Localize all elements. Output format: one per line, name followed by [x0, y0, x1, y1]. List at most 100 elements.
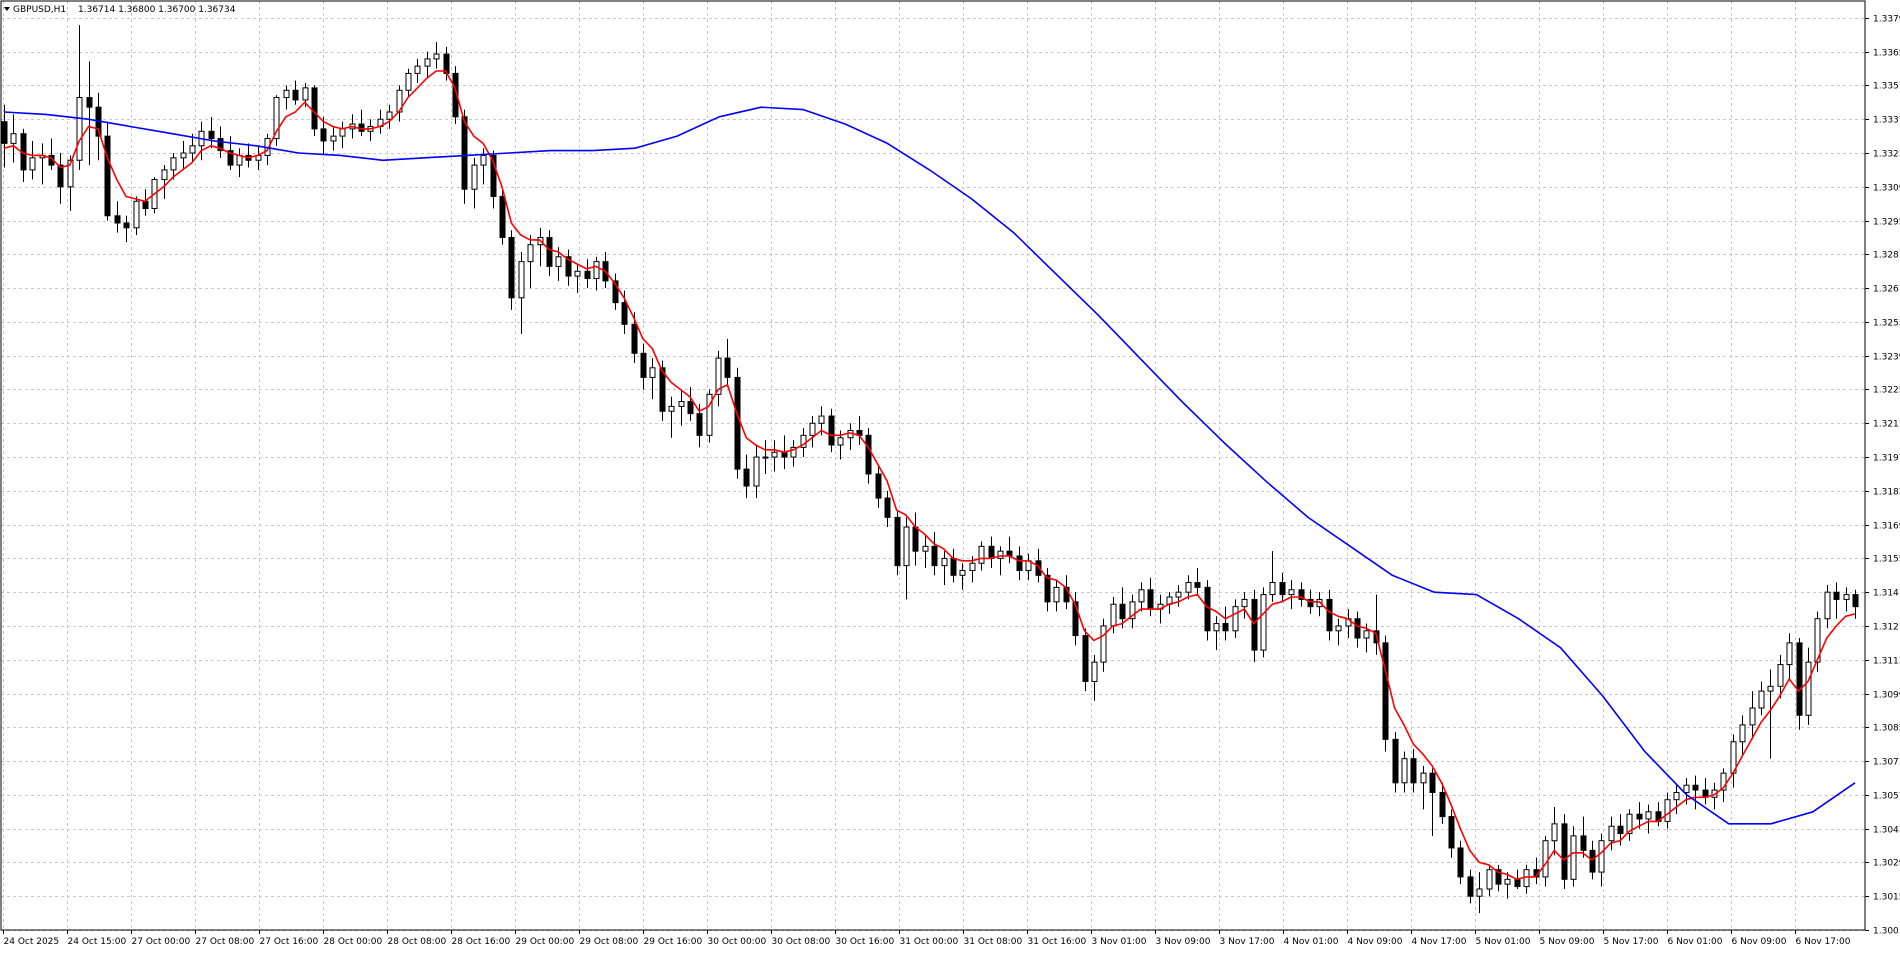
- candle-bull: [1486, 869, 1493, 890]
- x-tick-label: 6 Nov 01:00: [1668, 937, 1723, 947]
- candle-bear: [1692, 784, 1699, 791]
- candle-bull: [922, 545, 929, 552]
- candle-bull: [405, 72, 412, 91]
- candle-bull: [133, 200, 140, 229]
- candle-bear: [292, 89, 299, 101]
- candle-bull: [1232, 606, 1239, 632]
- candle-bear: [1251, 598, 1258, 651]
- x-tick-label: 4 Nov 01:00: [1284, 937, 1339, 947]
- candle-bear: [1589, 849, 1596, 873]
- candle-bear: [358, 123, 365, 132]
- candle-bull: [1523, 869, 1530, 888]
- candle-bull: [997, 550, 1004, 559]
- candle-bull: [1645, 811, 1652, 820]
- candle-bull: [1269, 582, 1276, 596]
- y-tick-label: 1.32110: [1873, 420, 1900, 430]
- fast-ma-line: [3, 70, 1856, 881]
- candle-bull: [969, 562, 976, 571]
- y-tick-label: 1.31130: [1873, 657, 1900, 667]
- candle-bear: [490, 154, 497, 197]
- candle-bear: [1392, 738, 1399, 784]
- candle-bear: [631, 323, 638, 354]
- candle-bear: [227, 150, 234, 166]
- candle-bear: [1147, 589, 1154, 610]
- candle-bear: [1495, 869, 1502, 885]
- chevron-down-icon[interactable]: [4, 7, 10, 11]
- y-tick-label: 1.30290: [1873, 859, 1900, 869]
- candle-bull: [1720, 772, 1727, 791]
- candle-bull: [1843, 594, 1850, 600]
- candle-bear: [452, 72, 459, 118]
- candle-bull: [283, 89, 290, 99]
- candle-bear: [1072, 601, 1079, 637]
- candle-bull: [1805, 661, 1812, 716]
- candle-bear: [508, 236, 515, 299]
- y-tick-label: 1.31550: [1873, 555, 1900, 565]
- candle-bull: [1626, 813, 1633, 834]
- candle-bear: [1467, 876, 1474, 897]
- candle-bear: [104, 135, 111, 217]
- x-tick-label: 24 Oct 15:00: [68, 937, 127, 947]
- candle-bull: [1138, 589, 1145, 603]
- candle-bear: [1439, 791, 1446, 818]
- candle-bull: [76, 97, 83, 161]
- candle-bear: [659, 367, 666, 412]
- candle-bull: [1749, 707, 1756, 726]
- candle-bull: [330, 135, 337, 142]
- y-tick-label: 1.30430: [1873, 826, 1900, 836]
- candle-bear: [311, 87, 318, 130]
- y-tick-label: 1.30570: [1873, 792, 1900, 802]
- candle-bull: [555, 256, 562, 267]
- candle-bear: [734, 376, 741, 470]
- candle-bull: [1335, 625, 1342, 632]
- candle-bull: [809, 422, 816, 436]
- candle-bear: [1617, 825, 1624, 834]
- candle-bull: [800, 434, 807, 448]
- y-tick-label: 1.30850: [1873, 724, 1900, 734]
- candle-bull: [1777, 664, 1784, 687]
- candle-bear: [1307, 598, 1314, 608]
- candle-bull: [518, 261, 525, 299]
- y-tick-label: 1.33090: [1873, 184, 1900, 194]
- candle-bull: [527, 244, 534, 263]
- x-tick-label: 28 Oct 16:00: [452, 937, 511, 947]
- candle-bull: [978, 545, 985, 564]
- candle-bear: [724, 357, 731, 378]
- y-tick-label: 1.32390: [1873, 353, 1900, 363]
- candle-bull: [941, 557, 948, 567]
- candle-bull: [1288, 589, 1295, 596]
- x-tick-label: 3 Nov 17:00: [1220, 937, 1275, 947]
- y-tick-label: 1.32250: [1873, 386, 1900, 396]
- candle-bear: [114, 215, 121, 224]
- y-tick-label: 1.32530: [1873, 319, 1900, 329]
- candle-bull: [1824, 591, 1831, 620]
- y-tick-label: 1.32810: [1873, 251, 1900, 261]
- y-tick-label: 1.33370: [1873, 116, 1900, 126]
- y-tick-label: 1.33230: [1873, 150, 1900, 160]
- ohlc-values: 1.36714 1.36800 1.36700 1.36734: [78, 5, 236, 15]
- candle-bull: [1758, 690, 1765, 709]
- candle-bull: [1814, 618, 1821, 663]
- candle-bull: [433, 53, 440, 60]
- symbol-label: GBPUSD,H1: [13, 5, 66, 15]
- candle-bear: [1119, 603, 1126, 620]
- candle-bear: [1514, 878, 1521, 888]
- candle-bull: [29, 157, 36, 171]
- candle-bull: [273, 97, 280, 140]
- candle-bear: [1561, 823, 1568, 880]
- candle-bull: [386, 111, 393, 120]
- candle-bull: [1091, 661, 1098, 682]
- candle-bear: [912, 526, 919, 552]
- y-tick-label: 1.30010: [1873, 927, 1900, 937]
- candle-bear: [1, 121, 8, 144]
- x-tick-label: 5 Nov 09:00: [1540, 937, 1595, 947]
- candle-bull: [818, 415, 825, 424]
- x-tick-label: 30 Oct 08:00: [772, 937, 831, 947]
- candle-bull: [1570, 835, 1577, 880]
- candle-bear: [499, 195, 506, 238]
- candle-bear: [208, 130, 215, 140]
- candle-bear: [86, 97, 93, 108]
- y-tick-label: 1.31690: [1873, 522, 1900, 532]
- candle-bear: [123, 222, 130, 229]
